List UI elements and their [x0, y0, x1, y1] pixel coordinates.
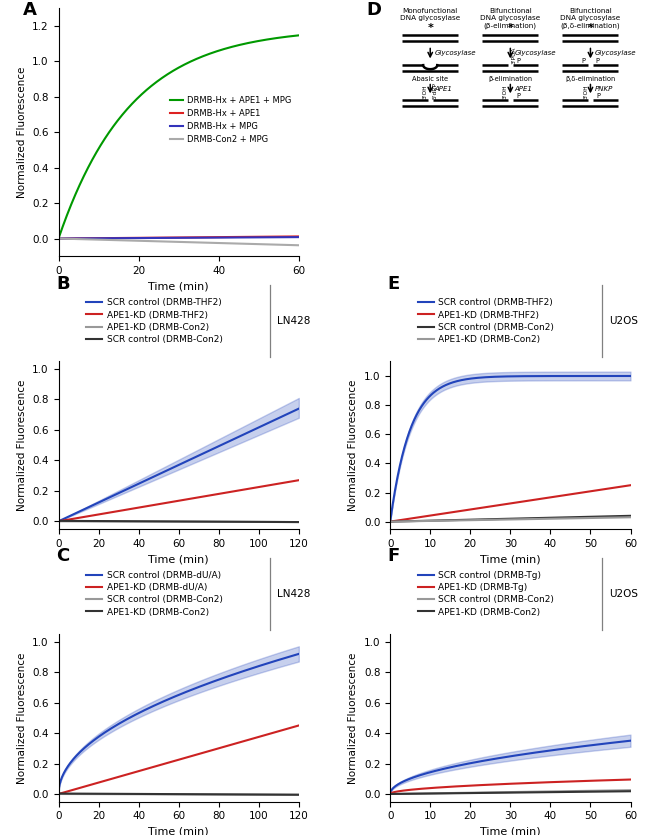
Text: P: P [516, 94, 520, 99]
Text: APE1: APE1 [434, 86, 452, 92]
Text: Abasic site: Abasic site [412, 76, 448, 82]
Text: P: P [596, 94, 600, 99]
Text: Bifunctional
DNA glycosylase
(β,δ-elimination): Bifunctional DNA glycosylase (β,δ-elimin… [560, 8, 621, 29]
Text: *: * [508, 23, 514, 33]
Text: 3'OH: 3'OH [583, 84, 588, 99]
Text: P: P [582, 58, 586, 64]
Text: β,δ-elimination: β,δ-elimination [566, 76, 616, 82]
Text: U2OS: U2OS [609, 589, 638, 599]
Text: U2OS: U2OS [609, 316, 638, 326]
Y-axis label: Normalized Fluorescence: Normalized Fluorescence [348, 652, 358, 783]
X-axis label: Time (min): Time (min) [148, 827, 209, 835]
X-axis label: Time (min): Time (min) [480, 554, 541, 564]
Text: A: A [23, 1, 36, 19]
Text: E: E [388, 275, 400, 292]
Text: *: * [427, 23, 433, 33]
Text: Glycosylase: Glycosylase [514, 50, 556, 57]
Y-axis label: Normalized Fluorescence: Normalized Fluorescence [348, 379, 358, 511]
Text: B: B [56, 275, 70, 292]
Text: F: F [388, 547, 400, 565]
X-axis label: Time (min): Time (min) [148, 554, 209, 564]
X-axis label: Time (min): Time (min) [480, 827, 541, 835]
Text: D: D [366, 1, 381, 19]
Text: P: P [595, 58, 599, 64]
Legend: SCR control (DRMB-THF2), APE1-KD (DRMB-THF2), APE1-KD (DRMB-Con2), SCR control (: SCR control (DRMB-THF2), APE1-KD (DRMB-T… [83, 295, 226, 347]
Text: 3'PUA: 3'PUA [512, 47, 516, 64]
Text: P: P [517, 58, 521, 64]
Text: *: * [588, 23, 593, 33]
Legend: SCR control (DRMB-THF2), APE1-KD (DRMB-THF2), SCR control (DRMB-Con2), APE1-KD (: SCR control (DRMB-THF2), APE1-KD (DRMB-T… [414, 295, 558, 347]
Text: LN428: LN428 [277, 589, 311, 599]
Text: 5'dRP: 5'dRP [433, 82, 437, 99]
Y-axis label: Normalized Fluorescence: Normalized Fluorescence [17, 379, 27, 511]
Text: Glycosylase: Glycosylase [434, 50, 476, 57]
Text: Glycosylase: Glycosylase [595, 50, 636, 57]
Text: LN428: LN428 [277, 316, 311, 326]
Text: PNKP: PNKP [595, 86, 613, 92]
Legend: DRMB-Hx + APE1 + MPG, DRMB-Hx + APE1, DRMB-Hx + MPG, DRMB-Con2 + MPG: DRMB-Hx + APE1 + MPG, DRMB-Hx + APE1, DR… [167, 93, 294, 148]
X-axis label: Time (min): Time (min) [148, 281, 209, 291]
Text: β-elimination: β-elimination [488, 76, 532, 82]
Text: 3'OH: 3'OH [422, 84, 428, 99]
Y-axis label: Normalized Fluorescence: Normalized Fluorescence [17, 652, 27, 783]
Text: Bifunctional
DNA glycosylase
(β-elimination): Bifunctional DNA glycosylase (β-eliminat… [480, 8, 540, 29]
Text: 3'OH: 3'OH [503, 84, 508, 99]
Text: C: C [56, 547, 70, 565]
Legend: SCR control (DRMB-dU/A), APE1-KD (DRMB-dU/A), SCR control (DRMB-Con2), APE1-KD (: SCR control (DRMB-dU/A), APE1-KD (DRMB-d… [83, 568, 226, 620]
Y-axis label: Normalized Fluorescence: Normalized Fluorescence [17, 67, 27, 198]
Text: APE1: APE1 [514, 86, 532, 92]
Text: Monofunctional
DNA glycosylase: Monofunctional DNA glycosylase [400, 8, 460, 22]
Legend: SCR control (DRMB-Tg), APE1-KD (DRMB-Tg), SCR control (DRMB-Con2), APE1-KD (DRMB: SCR control (DRMB-Tg), APE1-KD (DRMB-Tg)… [414, 568, 558, 620]
